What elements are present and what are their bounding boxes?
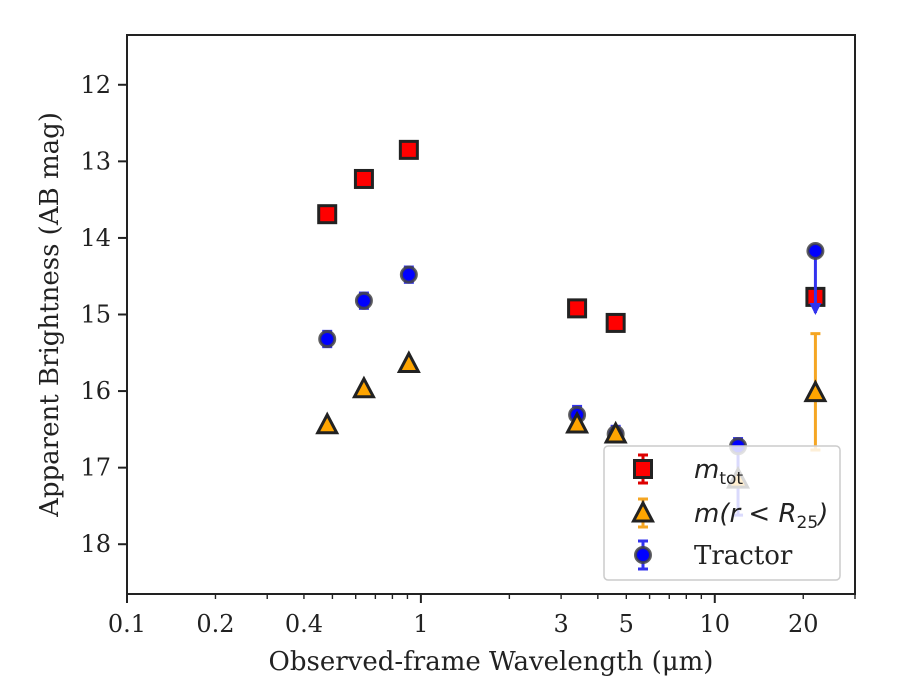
legend-label-tail: ) xyxy=(816,499,828,529)
data-point-mr25 xyxy=(803,332,828,452)
data-point-mr25 xyxy=(396,350,421,374)
x-tick-label: 0.4 xyxy=(285,610,323,638)
series-mtot xyxy=(317,139,826,333)
mtot-square-marker xyxy=(317,204,338,225)
tractor-circle-marker xyxy=(399,265,418,284)
data-point-mr25 xyxy=(603,420,628,444)
data-point-mr25 xyxy=(351,375,376,399)
legend: mtot m(r < R25) Tractor xyxy=(603,445,841,581)
legend-label-subscript: tot xyxy=(719,469,743,489)
mr25-triangle-marker xyxy=(603,420,628,444)
mr25-triangle-marker xyxy=(565,410,590,434)
legend-label: mtot xyxy=(694,455,743,489)
y-tick-label: 18 xyxy=(80,530,111,558)
y-tick-label: 17 xyxy=(80,454,111,482)
x-axis-label: Observed-frame Wavelength (μm) xyxy=(269,647,714,677)
y-tick-label: 13 xyxy=(80,147,111,175)
tractor-circle-marker xyxy=(354,291,373,310)
x-axis-ticks: 0.1 0.2 0.4 1 3 5 10 20 xyxy=(108,594,856,638)
mr25-triangle-marker xyxy=(803,379,828,403)
mtot-square-marker xyxy=(398,139,419,160)
y-axis-ticks: 12 13 14 15 16 17 18 xyxy=(80,71,127,558)
data-point-tractor xyxy=(318,329,337,349)
x-tick-label: 3 xyxy=(553,610,568,638)
mtot-square-marker xyxy=(353,168,374,189)
x-tick-label: 0.2 xyxy=(196,610,234,638)
x-tick-label: 5 xyxy=(619,610,634,638)
data-point-tractor xyxy=(354,291,373,310)
data-markers xyxy=(315,139,828,517)
data-point-mtot xyxy=(605,312,626,333)
x-tick-label: 1 xyxy=(413,610,428,638)
tractor-limit-arrow xyxy=(809,302,822,315)
data-point-mtot xyxy=(567,298,588,319)
legend-tractor-circle-marker xyxy=(634,546,652,564)
mtot-square-marker xyxy=(605,312,626,333)
tractor-circle-marker xyxy=(318,330,337,349)
y-tick-label: 12 xyxy=(80,71,111,99)
legend-mtot-square-marker xyxy=(633,459,653,479)
legend-mr25-triangle-marker xyxy=(631,499,655,523)
legend-entry-mtot: mtot xyxy=(633,453,743,489)
data-point-mtot xyxy=(398,139,419,160)
mr25-triangle-marker xyxy=(396,350,421,374)
x-tick-label: 0.1 xyxy=(108,610,146,638)
data-point-tractor xyxy=(399,265,418,284)
mr25-triangle-marker xyxy=(315,411,340,435)
mtot-square-marker xyxy=(567,298,588,319)
legend-box xyxy=(603,445,841,581)
data-point-mr25 xyxy=(315,411,340,435)
mr25-triangle-marker xyxy=(351,375,376,399)
x-tick-label: 10 xyxy=(700,610,731,638)
legend-label-main: m xyxy=(694,455,719,485)
y-axis-label: Apparent Brightness (AB mag) xyxy=(35,112,65,518)
legend-label: Tractor xyxy=(694,541,793,571)
legend-entry-tractor: Tractor xyxy=(634,539,793,571)
y-tick-label: 15 xyxy=(80,301,111,329)
y-tick-label: 16 xyxy=(80,377,111,405)
x-tick-label: 20 xyxy=(788,610,819,638)
y-tick-label: 14 xyxy=(80,224,111,252)
legend-entry-mr25: m(r < R25) xyxy=(631,497,828,533)
data-point-mtot xyxy=(317,204,338,225)
data-point-mr25 xyxy=(565,410,590,434)
data-point-mtot xyxy=(353,168,374,189)
legend-label: m(r < R25) xyxy=(694,499,828,533)
tractor-circle-marker xyxy=(806,241,825,260)
data-point-tractor xyxy=(806,241,825,315)
legend-label-main: m(r < R xyxy=(694,499,797,529)
legend-label-subscript: 25 xyxy=(797,513,819,533)
